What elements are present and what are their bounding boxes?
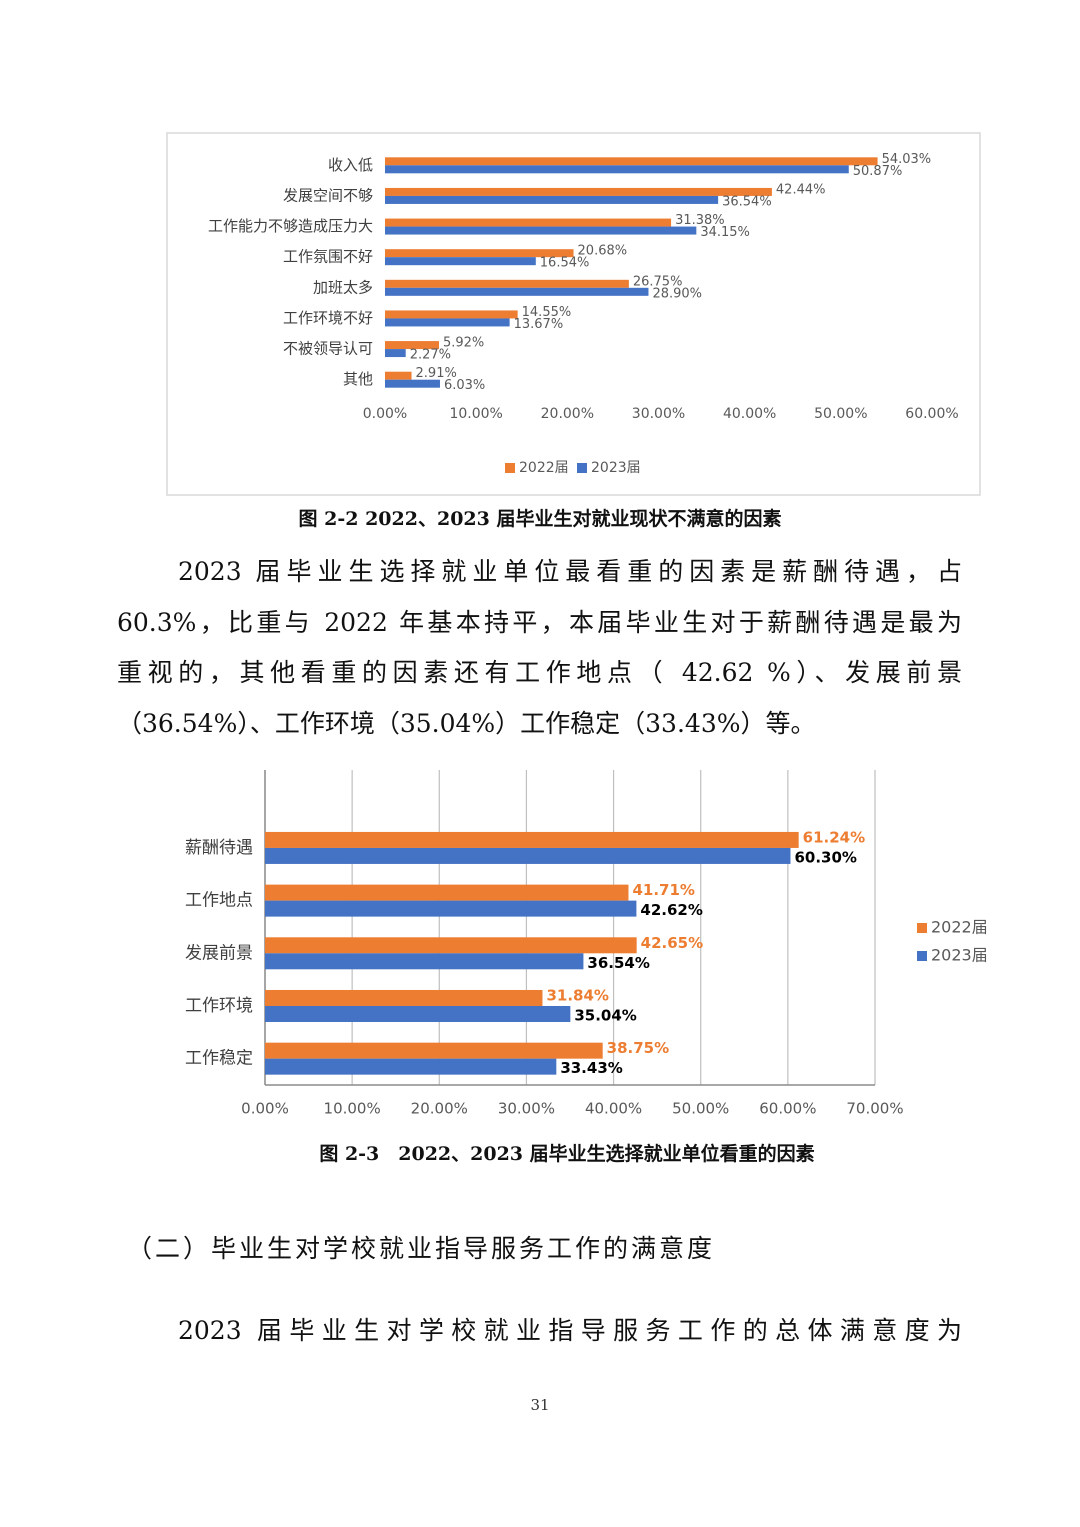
category-label: 收入低 [328, 156, 373, 174]
value-label: 2.91% [416, 366, 457, 381]
value-label: 33.43% [560, 1059, 622, 1077]
x-tick-label: 60.00% [905, 406, 958, 422]
x-tick-label: 20.00% [541, 406, 594, 422]
category-label: 工作环境 [185, 996, 253, 1016]
paragraph-line: 2023 届毕业生对学校就业指导服务工作的总体满意度为 [178, 1316, 962, 1345]
bar [265, 937, 637, 954]
category-label: 工作环境不好 [283, 309, 373, 327]
bar [385, 379, 440, 388]
x-tick-label: 40.00% [585, 1100, 642, 1118]
legend-label: 2023届 [591, 460, 641, 476]
bar [385, 349, 406, 358]
value-label: 35.04% [574, 1006, 636, 1024]
chart-caption: 图 2-2 2022、2023 届毕业生对就业现状不满意的因素 [299, 507, 782, 530]
value-label: 42.65% [641, 934, 703, 952]
section-heading: （二）毕业生对学校就业指导服务工作的满意度 [127, 1234, 716, 1263]
category-label: 工作稳定 [185, 1049, 253, 1069]
bar [385, 257, 536, 266]
category-label: 工作氛围不好 [283, 248, 373, 266]
category-label: 薪酬待遇 [185, 838, 253, 858]
x-tick-label: 10.00% [449, 406, 502, 422]
bar [385, 310, 518, 319]
paragraph-line: （36.54%）、工作环境（35.04%）工作稳定（33.43%）等。 [117, 708, 816, 738]
legend-label: 2022届 [519, 460, 569, 476]
chart-caption: 图 2-3 2022、2023 届毕业生选择就业单位看重的因素 [319, 1142, 814, 1165]
category-label: 发展前景 [185, 943, 253, 963]
x-tick-label: 60.00% [759, 1100, 816, 1118]
x-tick-label: 50.00% [672, 1100, 729, 1118]
value-label: 50.87% [853, 164, 903, 179]
x-tick-label: 0.00% [241, 1100, 289, 1118]
bar [385, 157, 878, 166]
legend-swatch [505, 463, 515, 473]
value-label: 2.27% [410, 348, 451, 363]
value-label: 28.90% [652, 286, 702, 301]
x-tick-label: 30.00% [632, 406, 685, 422]
bar [265, 847, 791, 864]
legend-swatch [577, 463, 587, 473]
bar [265, 884, 629, 901]
value-label: 31.38% [675, 213, 725, 228]
value-label: 14.55% [522, 305, 572, 320]
bar [385, 195, 719, 204]
value-label: 31.84% [546, 986, 608, 1004]
x-tick-label: 30.00% [498, 1100, 555, 1118]
legend-swatch [917, 951, 927, 961]
x-tick-label: 20.00% [411, 1100, 468, 1118]
value-label: 13.67% [514, 317, 564, 332]
bar [385, 218, 672, 227]
value-label: 42.62% [640, 901, 702, 919]
category-label: 工作能力不够造成压力大 [208, 217, 373, 235]
bar [265, 1058, 557, 1075]
value-label: 26.75% [633, 274, 683, 289]
category-label: 不被领导认可 [283, 340, 373, 358]
bar [385, 341, 439, 350]
paragraph-line: 重视的，其他看重的因素还有工作地点（ 42.62 %）、发展前景 [117, 658, 962, 687]
value-label: 38.75% [607, 1039, 669, 1057]
value-label: 54.03% [882, 152, 932, 167]
bar [265, 1042, 603, 1059]
x-tick-label: 10.00% [324, 1100, 381, 1118]
value-label: 16.54% [540, 256, 590, 271]
category-label: 加班太多 [313, 278, 373, 296]
value-label: 36.54% [587, 954, 649, 972]
bar [385, 318, 510, 327]
legend-label: 2023届 [931, 946, 988, 965]
page-number: 31 [530, 1396, 549, 1414]
value-label: 60.30% [794, 848, 856, 866]
value-label: 34.15% [700, 225, 750, 240]
paragraph-line: 2023 届毕业生选择就业单位最看重的因素是薪酬待遇，占 [178, 557, 962, 586]
value-label: 41.71% [632, 881, 694, 899]
bar [265, 989, 543, 1006]
legend-label: 2022届 [931, 918, 988, 937]
bar [265, 900, 637, 917]
x-tick-label: 40.00% [723, 406, 776, 422]
x-tick-label: 70.00% [846, 1100, 903, 1118]
bar [385, 371, 412, 380]
bar [385, 287, 649, 296]
category-label: 工作地点 [185, 891, 253, 911]
bar [385, 187, 772, 196]
bar [385, 279, 629, 288]
x-tick-label: 50.00% [814, 406, 867, 422]
value-label: 61.24% [803, 828, 865, 846]
x-tick-label: 0.00% [363, 406, 407, 422]
category-label: 发展空间不够 [283, 186, 373, 204]
bar [385, 249, 574, 258]
bar [385, 165, 849, 174]
legend-swatch [917, 923, 927, 933]
value-label: 6.03% [444, 378, 485, 393]
paragraph-line: 60.3%，比重与 2022 年基本持平，本届毕业生对于薪酬待遇是最为 [117, 607, 962, 637]
value-label: 36.54% [722, 194, 772, 209]
value-label: 42.44% [776, 182, 826, 197]
value-label: 20.68% [578, 244, 628, 259]
bar [385, 226, 697, 235]
value-label: 5.92% [443, 336, 484, 351]
bar [265, 953, 584, 970]
bar [265, 831, 799, 848]
category-label: 其他 [343, 370, 373, 388]
bar [265, 1005, 571, 1022]
